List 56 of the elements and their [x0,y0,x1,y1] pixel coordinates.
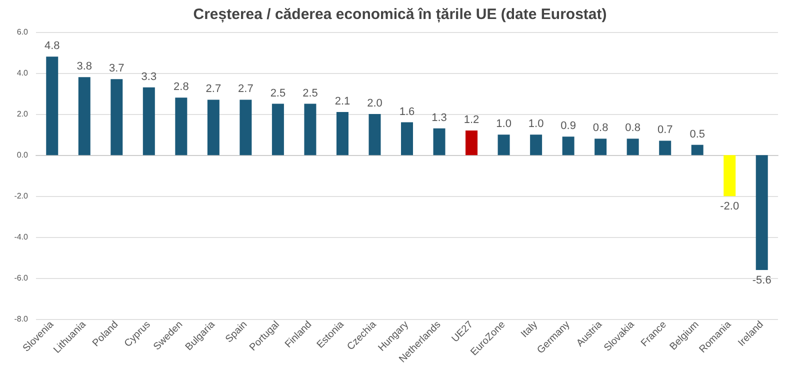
data-label: 2.7 [206,83,222,96]
x-tick-label: Italy [519,319,540,340]
data-label: -5.6 [752,274,772,286]
bar [594,138,607,156]
bar [756,155,768,270]
bar [304,104,316,156]
y-tick-label: -6.0 [14,274,29,283]
data-label: 1.3 [432,112,447,124]
bar [46,56,58,156]
y-tick-label: -4.0 [14,232,29,242]
bar [272,104,284,156]
bar [530,134,542,156]
y-tick-label: -8.0 [14,314,29,324]
data-label: 2.5 [270,87,286,100]
bar [401,122,413,156]
data-label: 0.9 [560,120,576,132]
data-label: 2.7 [238,83,254,96]
bar [498,134,510,156]
data-label: 1.0 [496,118,512,130]
data-label: 2.1 [334,96,350,108]
data-label: 4.8 [44,40,60,52]
bar [336,112,348,156]
y-tick-label: 2.0 [16,110,29,119]
data-label: 3.3 [141,70,157,83]
data-label: 0.8 [625,122,640,134]
y-tick-label: -2.0 [14,192,29,201]
bar [142,87,155,156]
data-label: 0.8 [592,122,608,134]
data-label: 2.0 [367,98,382,110]
bar [691,144,704,156]
bar [240,100,252,156]
bar [368,114,381,156]
bar [724,155,736,196]
y-tick-label: 4.0 [16,68,29,78]
data-label: 3.8 [76,60,92,73]
bar [110,79,123,156]
y-tick-label: 0.0 [16,150,29,160]
bar [207,100,220,156]
data-label: 2.5 [302,87,318,100]
bar [78,77,90,156]
data-label: 1.2 [464,114,480,126]
bar [562,136,574,156]
bar [175,98,188,156]
data-label: 0.7 [657,124,673,136]
data-label: 3.7 [109,62,124,75]
y-tick-label: 6.0 [16,28,29,36]
bar [659,140,672,156]
data-label: 1.0 [528,118,544,130]
data-label: -2.0 [720,200,740,213]
data-label: 2.8 [174,81,189,94]
bar [466,130,478,156]
chart-title: Creșterea / căderea economică în țările UE (date Eurostat) [193,6,607,23]
bar [433,128,446,156]
data-label: 0.5 [690,128,705,140]
bar [626,138,639,156]
data-label: 1.6 [399,106,415,118]
